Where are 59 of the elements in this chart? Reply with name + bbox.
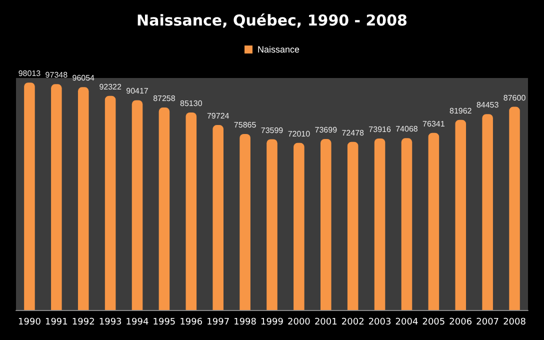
data-label: 87258 (153, 94, 176, 104)
data-label: 97348 (45, 70, 68, 80)
x-tick-label: 1992 (72, 318, 95, 328)
x-tick-label: 1991 (44, 318, 68, 328)
bar (428, 132, 440, 310)
bar (509, 106, 520, 310)
data-label: 76341 (422, 119, 446, 128)
bar (24, 82, 35, 310)
x-tick-label: 1997 (206, 318, 230, 328)
x-tick-label: 2004 (395, 318, 418, 328)
data-label: 84453 (476, 100, 500, 110)
x-tick-label: 2007 (476, 318, 500, 328)
x-tick-label: 1995 (152, 318, 176, 328)
data-label: 73599 (260, 126, 284, 135)
data-label: 74068 (396, 124, 418, 134)
data-label: 75865 (234, 120, 257, 130)
data-label: 92322 (99, 82, 122, 92)
x-tick-label: 1990 (18, 318, 42, 328)
x-tick-label: 1994 (126, 318, 149, 328)
x-tick-label: 2006 (449, 318, 472, 328)
bar (482, 114, 493, 310)
x-tick-label: 1996 (180, 318, 203, 328)
data-label: 87600 (503, 93, 526, 102)
bar (51, 84, 62, 310)
bar (401, 138, 412, 310)
x-tick-label: 2001 (314, 318, 338, 328)
bar (455, 120, 466, 310)
x-tick-label: 1999 (260, 318, 284, 328)
data-label: 90417 (126, 86, 149, 96)
x-tick-label: 2005 (422, 318, 446, 328)
data-label: 73916 (368, 125, 392, 134)
data-label: 85130 (180, 99, 203, 108)
data-label: 72478 (342, 128, 365, 138)
bar (158, 108, 170, 310)
data-label: 98013 (18, 69, 42, 78)
bar (374, 138, 386, 310)
bar (104, 96, 116, 310)
bar (212, 125, 224, 310)
x-tick-label: 2000 (287, 318, 311, 328)
chart-title: Naissance, Québec, 1990 - 2008 (136, 12, 408, 30)
data-label: 96054 (72, 74, 96, 83)
bar (294, 142, 304, 310)
bar (186, 112, 197, 310)
x-tick-label: 2002 (341, 318, 364, 328)
bar (320, 139, 332, 310)
data-label: 79724 (206, 112, 230, 121)
legend-label: Naissance (257, 44, 300, 54)
bar (347, 142, 358, 310)
bar (78, 87, 89, 310)
bar (132, 100, 143, 310)
bar (240, 134, 250, 310)
data-label: 72010 (288, 129, 311, 138)
data-label: 81962 (450, 106, 472, 116)
bar (266, 139, 278, 310)
data-label: 73699 (314, 126, 338, 135)
x-tick-label: 2003 (368, 318, 392, 328)
x-tick-label: 2008 (503, 318, 526, 328)
x-tick-label: 1998 (234, 318, 257, 328)
x-tick-label: 1993 (98, 318, 122, 328)
